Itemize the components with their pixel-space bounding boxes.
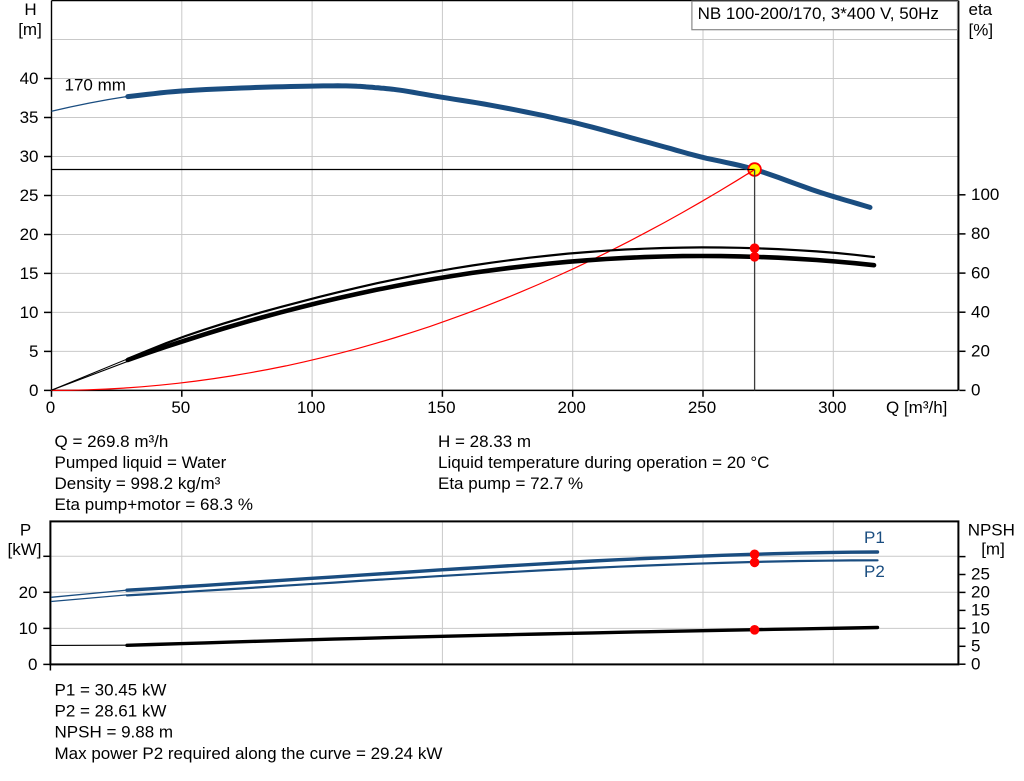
svg-text:NPSH: NPSH [968, 521, 1015, 540]
svg-text:100: 100 [297, 398, 325, 417]
svg-text:200: 200 [558, 398, 586, 417]
svg-text:Eta pump+motor = 68.3 %: Eta pump+motor = 68.3 % [55, 495, 253, 514]
svg-text:170 mm: 170 mm [65, 76, 126, 95]
svg-text:0: 0 [971, 654, 980, 673]
svg-text:Q [m³/h]: Q [m³/h] [886, 398, 947, 417]
svg-text:10: 10 [971, 619, 990, 638]
svg-text:20: 20 [971, 342, 990, 361]
svg-text:P: P [20, 521, 31, 540]
svg-text:35: 35 [20, 108, 39, 127]
svg-text:25: 25 [20, 186, 39, 205]
svg-text:H = 28.33 m: H = 28.33 m [438, 432, 531, 451]
svg-text:NB 100-200/170, 3*400 V, 50Hz: NB 100-200/170, 3*400 V, 50Hz [698, 4, 939, 23]
svg-text:20: 20 [971, 583, 990, 602]
svg-text:30: 30 [20, 147, 39, 166]
svg-text:P1 = 30.45 kW: P1 = 30.45 kW [55, 681, 167, 700]
svg-text:[kW]: [kW] [8, 540, 42, 559]
svg-text:Liquid temperature during oper: Liquid temperature during operation = 20… [438, 453, 769, 472]
svg-text:P2: P2 [864, 562, 885, 581]
svg-text:0: 0 [46, 398, 55, 417]
svg-text:250: 250 [688, 398, 716, 417]
svg-text:10: 10 [19, 619, 38, 638]
svg-text:5: 5 [29, 342, 38, 361]
svg-text:15: 15 [971, 601, 990, 620]
svg-text:0: 0 [971, 381, 980, 400]
svg-text:Pumped liquid = Water: Pumped liquid = Water [55, 453, 227, 472]
svg-text:0: 0 [28, 655, 37, 674]
svg-text:Density = 998.2 kg/m³: Density = 998.2 kg/m³ [55, 474, 221, 493]
svg-text:[%]: [%] [969, 20, 994, 39]
svg-text:P2 = 28.61 kW: P2 = 28.61 kW [55, 702, 167, 721]
svg-text:Q = 269.8 m³/h: Q = 269.8 m³/h [55, 432, 169, 451]
svg-text:300: 300 [818, 398, 846, 417]
svg-text:[m]: [m] [981, 540, 1005, 559]
svg-text:P1: P1 [864, 528, 885, 547]
svg-text:60: 60 [971, 263, 990, 282]
svg-text:20: 20 [20, 225, 39, 244]
svg-text:40: 40 [20, 69, 39, 88]
svg-text:5: 5 [971, 637, 980, 656]
svg-text:150: 150 [427, 398, 455, 417]
svg-text:NPSH = 9.88 m: NPSH = 9.88 m [55, 723, 174, 742]
svg-text:80: 80 [971, 224, 990, 243]
svg-text:Eta pump = 72.7 %: Eta pump = 72.7 % [438, 474, 583, 493]
svg-text:[m]: [m] [18, 20, 42, 39]
svg-text:0: 0 [29, 381, 38, 400]
svg-text:100: 100 [971, 185, 999, 204]
svg-text:20: 20 [19, 583, 38, 602]
svg-text:Max power P2 required along th: Max power P2 required along the curve = … [55, 744, 443, 763]
svg-text:15: 15 [20, 264, 39, 283]
svg-text:25: 25 [971, 565, 990, 584]
svg-text:10: 10 [20, 303, 39, 322]
svg-text:H: H [24, 0, 36, 19]
svg-text:eta: eta [969, 0, 993, 19]
svg-text:50: 50 [171, 398, 190, 417]
svg-text:40: 40 [971, 302, 990, 321]
